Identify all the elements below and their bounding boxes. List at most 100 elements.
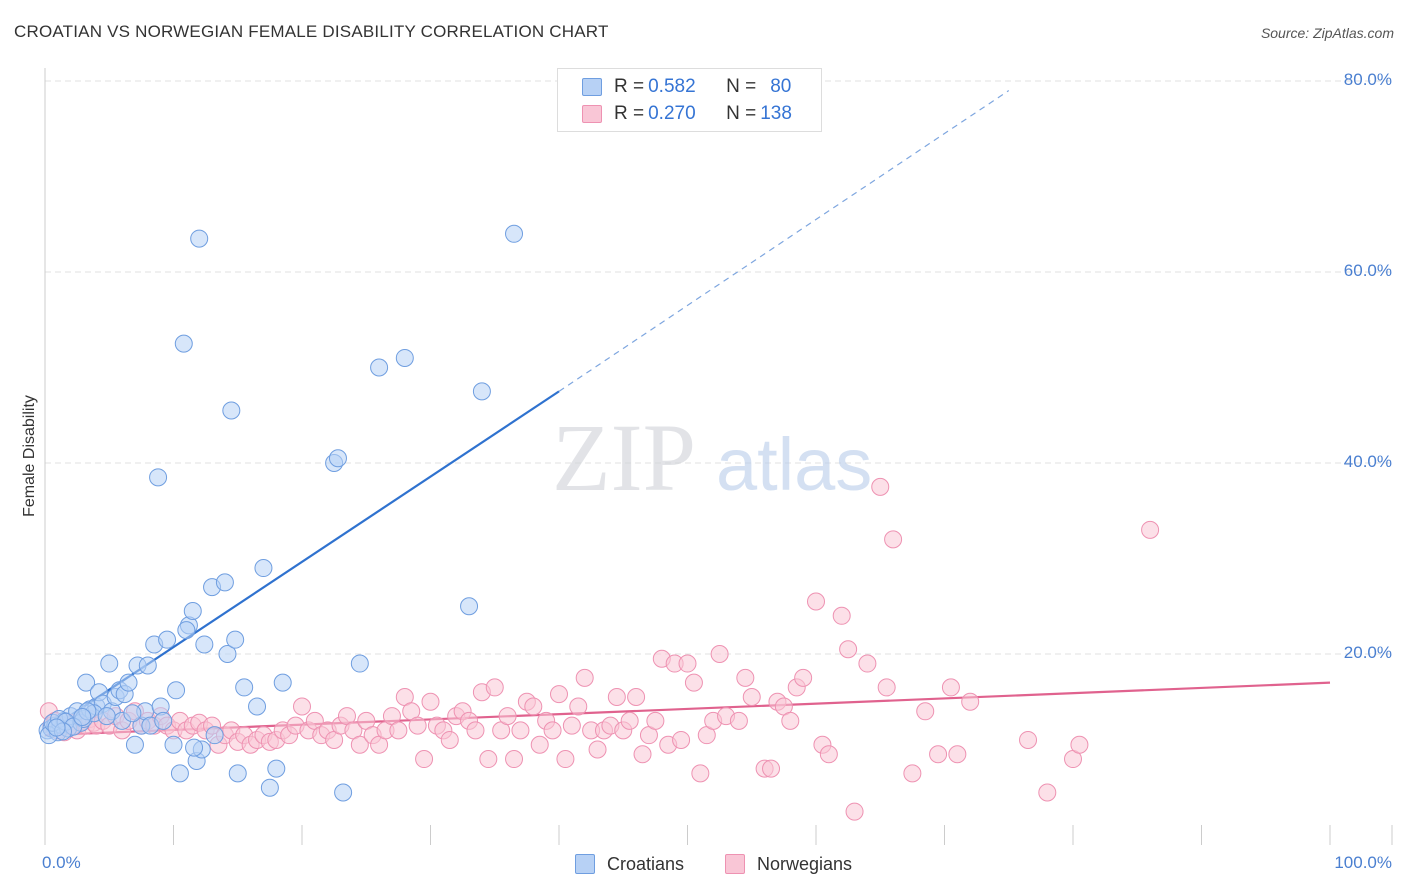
bottom-legend-croatians[interactable]: Croatians [575,852,684,876]
point-norwegians [691,764,710,783]
point-norwegians [646,711,665,730]
point-norwegians [530,735,549,754]
point-croatians [185,738,204,757]
point-croatians [97,707,116,726]
point-croatians [350,654,369,673]
point-croatians [73,708,92,727]
point-croatians [100,654,119,673]
point-croatians [158,630,177,649]
point-croatians [183,602,202,621]
data-points [38,224,1160,821]
point-norwegians [884,530,903,549]
legend-n-label: N = [726,103,757,124]
point-norwegians [389,721,408,740]
point-norwegians [408,716,427,735]
point-norwegians [633,745,652,764]
point-croatians [218,645,237,663]
point-norwegians [550,685,568,704]
source-label: Source: ZipAtlas.com [1260,25,1394,41]
point-norwegians [569,697,588,716]
point-norwegians [607,687,626,706]
point-norwegians [858,654,877,673]
point-croatians [195,635,214,654]
point-croatians [174,334,193,353]
point-croatians [170,764,189,783]
point-croatians [267,759,286,778]
point-norwegians [415,750,434,769]
watermark-atlas: atlas [716,423,872,506]
point-norwegians [929,745,948,764]
point-norwegians [903,764,922,783]
point-norwegians [1070,735,1089,754]
legend-swatch-croatians [575,854,595,874]
legend-r-label: R = [614,76,645,97]
y-tick-label: 60.0% [1343,261,1392,280]
point-croatians [260,778,279,797]
point-norwegians [684,673,703,692]
legend-label-norwegians: Norwegians [757,853,853,874]
point-croatians [235,678,254,697]
x-tick-label-max: 100.0% [1334,853,1392,872]
point-croatians [460,597,479,616]
point-croatians [472,382,491,401]
point-croatians [177,621,196,640]
point-norwegians [736,668,755,687]
point-croatians [77,673,96,692]
point-croatians [164,735,183,754]
point-norwegians [832,606,851,625]
trend-line-croatians-extension [558,90,1010,392]
legend-r-value: 0.582 [648,76,696,97]
point-norwegians [421,692,440,711]
point-croatians [215,573,234,592]
point-norwegians [948,745,967,764]
legend-r-label: R = [614,103,645,124]
point-croatians [123,704,142,723]
legend-label-croatians: Croatians [607,853,685,874]
point-croatians [370,358,389,377]
watermark: ZIP atlas [552,404,872,511]
point-norwegians [556,750,575,769]
trend-line-norwegians [44,681,1331,737]
point-croatians [190,229,209,248]
point-norwegians [742,687,761,706]
point-croatians [254,559,273,578]
point-norwegians [1141,520,1160,539]
point-croatians [395,348,414,367]
legend-n-value: 138 [760,103,792,124]
point-croatians [119,673,138,692]
y-tick-label: 40.0% [1343,452,1392,471]
legend-swatch-norwegians [725,854,745,874]
point-norwegians [479,750,498,769]
point-norwegians [710,645,729,663]
point-croatians [505,224,524,243]
point-croatians [149,468,168,487]
point-norwegians [839,640,858,659]
point-norwegians [916,702,935,721]
point-norwegians [627,687,646,706]
legend-row-croatians: R = 0.582 N = 80 [582,75,791,99]
point-norwegians [1038,783,1057,802]
point-norwegians [485,678,504,697]
point-croatians [167,681,186,700]
chart-title: CROATIAN VS NORWEGIAN FEMALE DISABILITY … [14,22,609,41]
legend-n-label: N = [726,76,757,97]
point-norwegians [588,740,607,759]
point-norwegians [672,730,691,749]
point-croatians [205,726,224,745]
point-norwegians [819,745,838,764]
point-norwegians [762,759,781,778]
legend-n-value: 80 [770,76,792,97]
point-croatians [222,401,241,420]
point-croatians [248,697,267,716]
point-norwegians [871,477,890,496]
y-tick-label: 20.0% [1343,643,1392,662]
legend-row-norwegians: R = 0.270 N = 138 [582,102,792,126]
point-norwegians [729,711,748,730]
point-norwegians [1019,730,1038,749]
point-croatians [228,764,247,783]
point-croatians [328,449,347,468]
point-norwegians [794,668,813,687]
point-croatians [334,783,353,802]
y-tick-label: 80.0% [1343,70,1392,89]
bottom-legend-norwegians[interactable]: Norwegians [725,852,852,876]
